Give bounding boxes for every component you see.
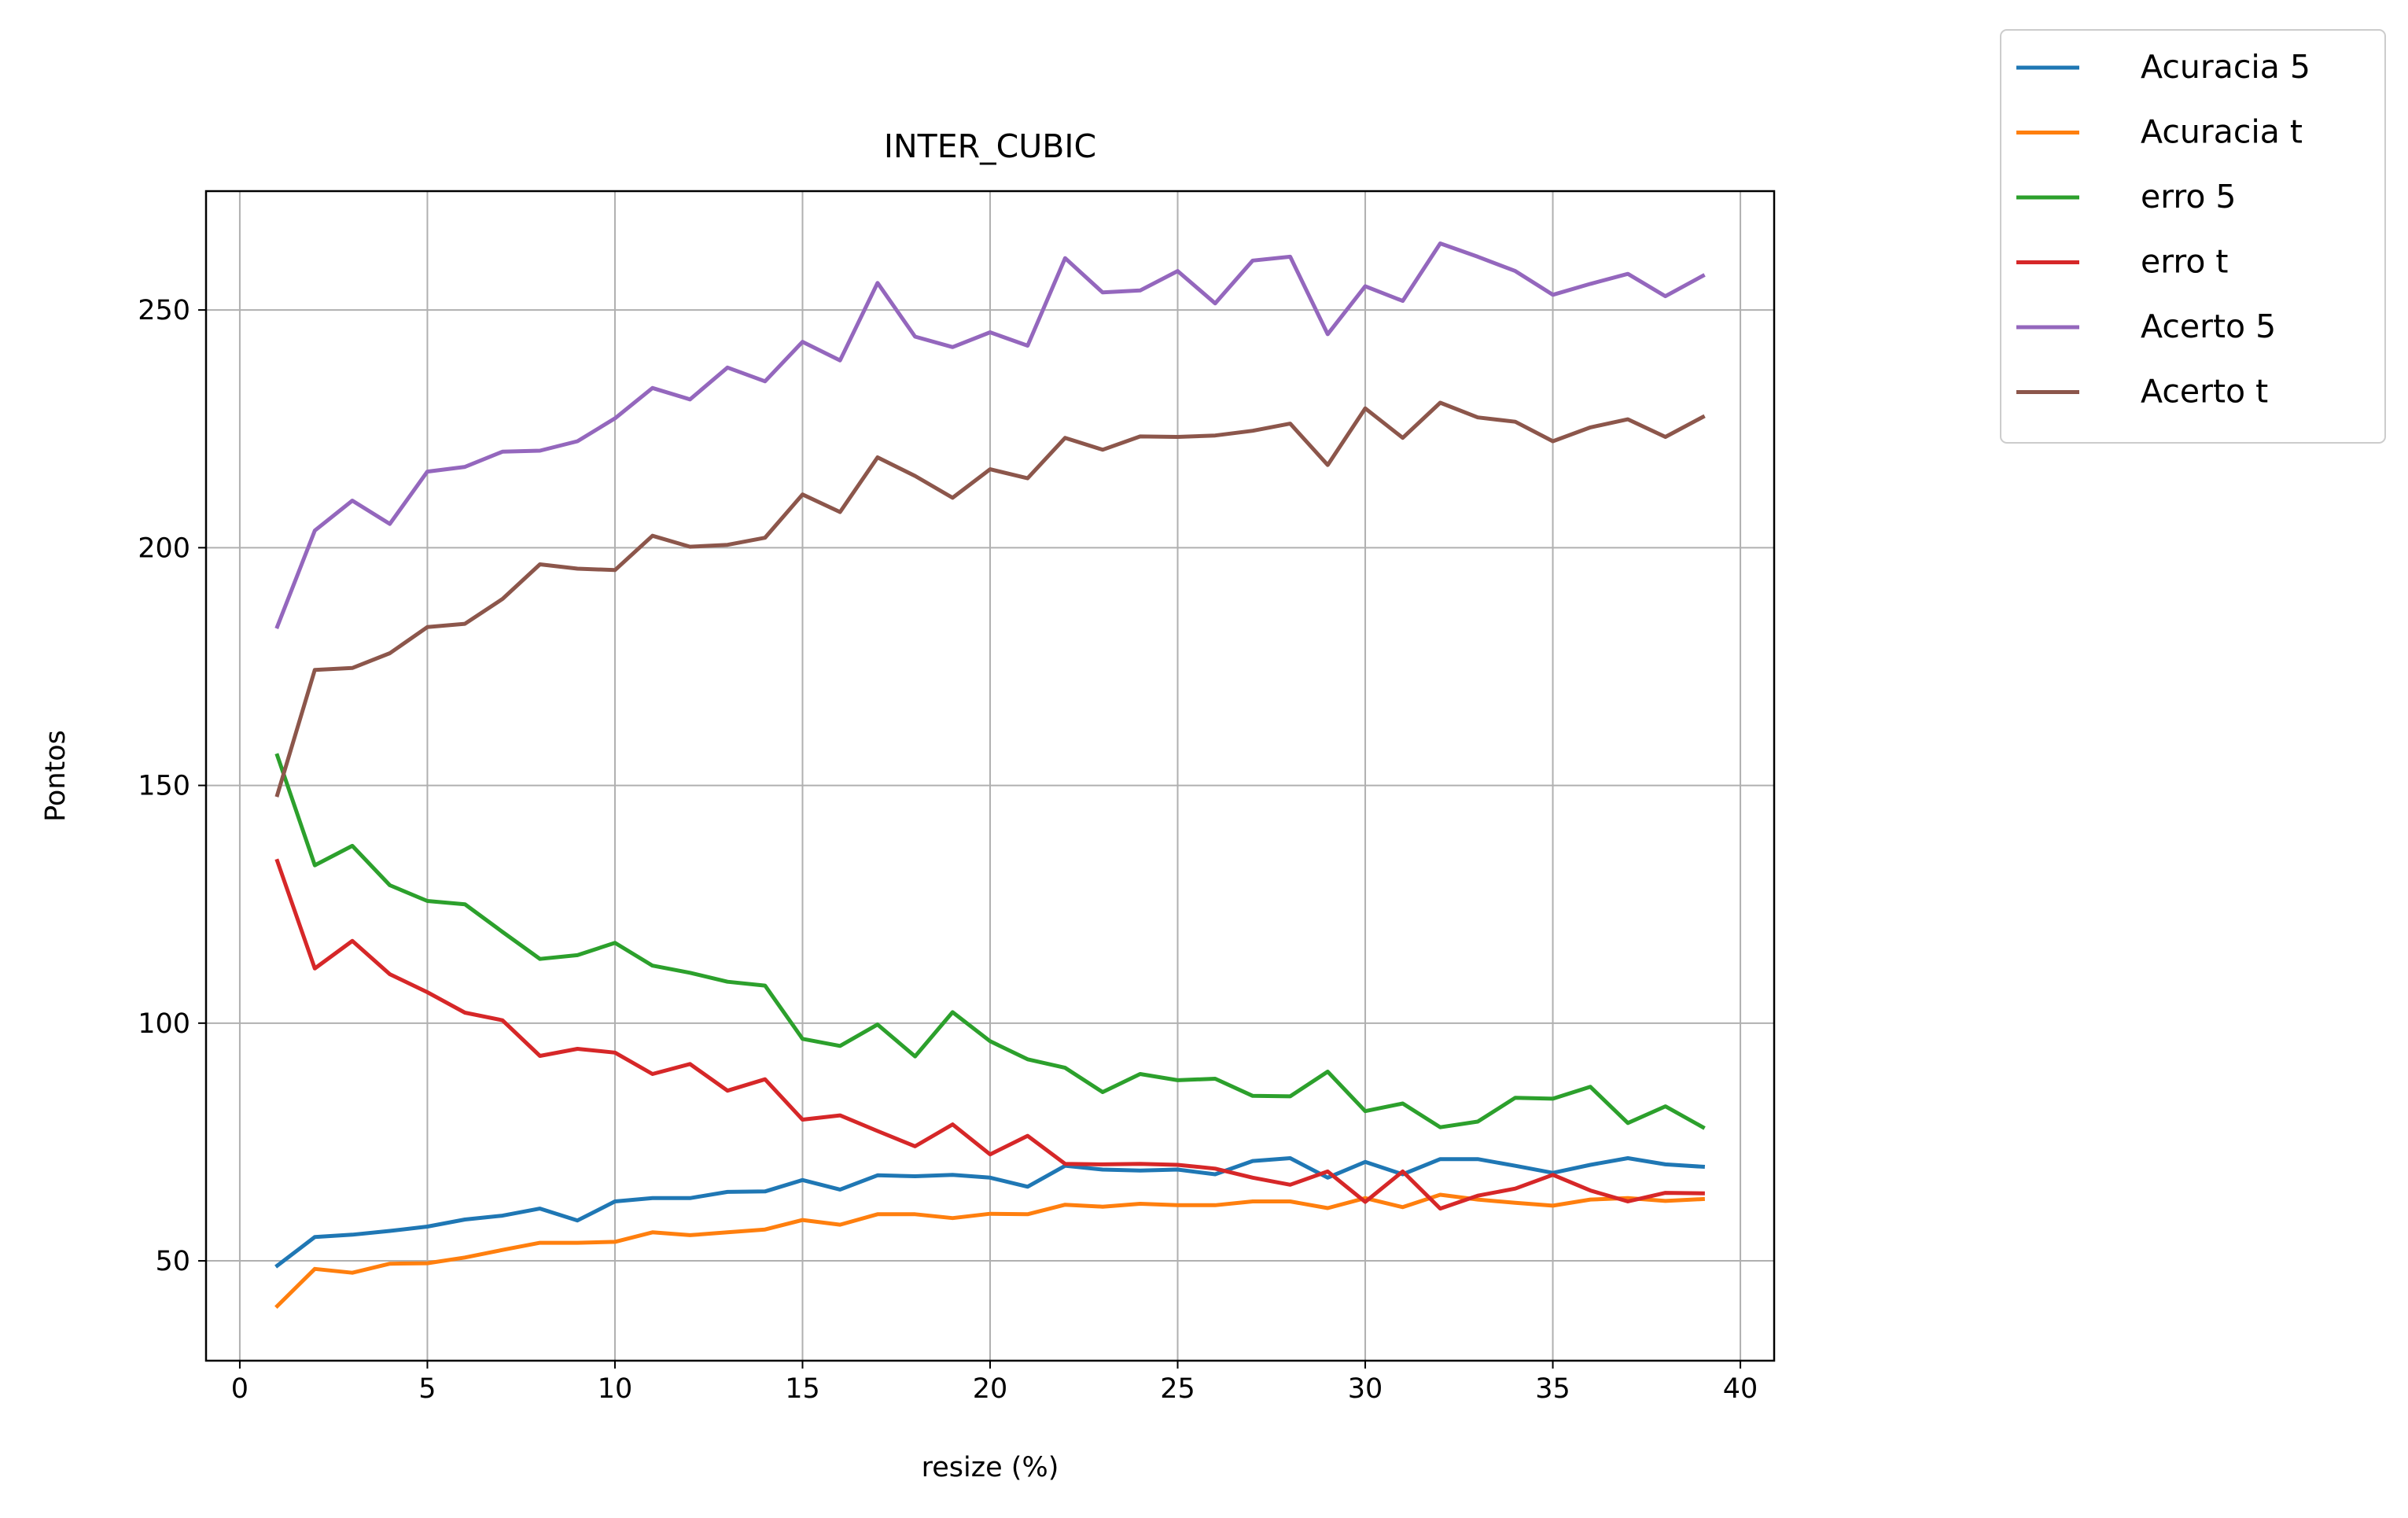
x-tick-label: 25 [1160,1373,1195,1405]
y-tick-label: 250 [138,295,190,326]
x-tick-label: 0 [231,1373,249,1405]
x-axis-ticks: 0 5 10 15 20 25 30 35 40 [231,1361,1758,1405]
x-tick-label: 40 [1723,1373,1758,1405]
series-line-acuracia-5 [274,1156,1706,1269]
series-lines [274,241,1706,1310]
series-line-acerto-t [274,400,1706,798]
series-line-acerto-5 [274,241,1706,629]
gridlines [206,191,1774,1361]
x-tick-label: 5 [418,1373,436,1405]
x-tick-label: 30 [1348,1373,1383,1405]
legend-label: Acerto 5 [2141,308,2276,345]
chart-title: INTER_CUBIC [884,127,1096,165]
x-tick-label: 10 [598,1373,633,1405]
x-tick-label: 20 [973,1373,1008,1405]
y-tick-label: 200 [138,532,190,564]
y-axis-label: Pontos [40,730,72,822]
x-tick-label: 35 [1535,1373,1570,1405]
series-line-erro-t [274,858,1705,1211]
x-axis-label: resize (%) [922,1452,1059,1483]
legend-label: Acuracia 5 [2141,48,2310,86]
legend-box [2000,29,2386,444]
legend-label: erro t [2141,243,2229,281]
x-tick-label: 15 [785,1373,820,1405]
legend: Acuracia 5 Acuracia t erro 5 erro t Acerto 5… [2000,29,2386,444]
series-line-erro-5 [274,753,1706,1130]
y-tick-label: 50 [155,1246,190,1277]
y-axis-ticks: 50 100 150 200 250 [138,295,206,1277]
y-tick-label: 150 [138,771,190,802]
legend-label: Acerto t [2141,373,2268,411]
legend-label: Acuracia t [2141,113,2303,151]
legend-label: erro 5 [2141,178,2237,216]
y-tick-label: 100 [138,1008,190,1040]
